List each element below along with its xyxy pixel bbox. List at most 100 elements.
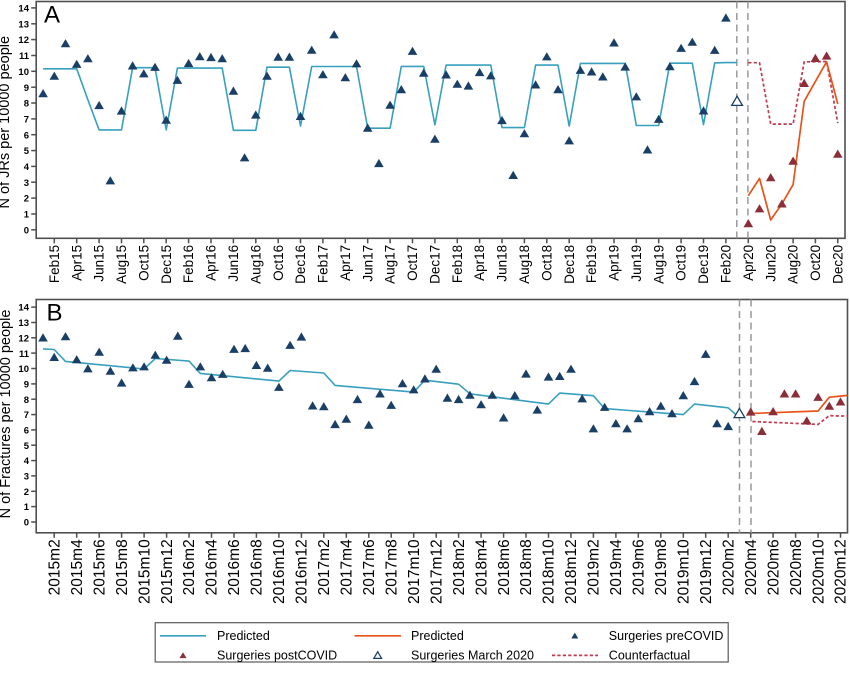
svg-text:Aug20: Aug20 (786, 245, 801, 284)
svg-text:Aug18: Aug18 (517, 245, 532, 284)
svg-text:Oct20: Oct20 (808, 245, 823, 281)
svg-text:Apr16: Apr16 (204, 245, 219, 281)
svg-text:2: 2 (24, 194, 29, 205)
svg-text:2018m6: 2018m6 (496, 539, 513, 595)
svg-text:8: 8 (24, 395, 29, 406)
svg-text:2017m12: 2017m12 (428, 539, 445, 604)
svg-text:2018m2: 2018m2 (451, 539, 468, 595)
svg-text:2: 2 (24, 487, 29, 498)
svg-text:Predicted: Predicted (411, 629, 464, 643)
svg-text:2019m10: 2019m10 (676, 539, 693, 604)
svg-text:1: 1 (24, 210, 30, 221)
svg-text:2017m6: 2017m6 (361, 539, 378, 595)
svg-text:Jun20: Jun20 (763, 245, 778, 282)
svg-text:A: A (44, 2, 60, 29)
svg-text:Oct19: Oct19 (674, 245, 689, 281)
svg-text:N of Fractures per 10000 peopl: N of Fractures per 10000 people (0, 310, 14, 519)
svg-text:Oct17: Oct17 (405, 245, 420, 281)
svg-text:Oct16: Oct16 (271, 245, 286, 281)
svg-text:Aug17: Aug17 (383, 245, 398, 284)
svg-text:Surgeries March 2020: Surgeries March 2020 (411, 649, 534, 663)
svg-text:Feb15: Feb15 (47, 245, 62, 283)
svg-text:Apr20: Apr20 (741, 245, 756, 281)
svg-text:2016m6: 2016m6 (226, 539, 243, 595)
svg-text:10: 10 (18, 364, 29, 375)
svg-text:Feb20: Feb20 (719, 245, 734, 283)
svg-text:2016m4: 2016m4 (204, 539, 221, 595)
svg-text:Aug16: Aug16 (248, 245, 263, 284)
svg-text:2019m12: 2019m12 (698, 539, 715, 604)
svg-text:2015m12: 2015m12 (159, 539, 176, 604)
svg-text:2015m8: 2015m8 (114, 539, 131, 595)
svg-text:Jun15: Jun15 (92, 245, 107, 282)
svg-text:2015m2: 2015m2 (46, 539, 63, 595)
svg-text:7: 7 (24, 410, 29, 421)
svg-text:9: 9 (24, 83, 29, 94)
svg-text:Dec16: Dec16 (293, 245, 308, 284)
svg-text:2015m6: 2015m6 (91, 539, 108, 595)
svg-text:2019m8: 2019m8 (653, 539, 670, 595)
svg-text:5: 5 (24, 441, 30, 452)
svg-text:12: 12 (18, 333, 29, 344)
svg-text:2020m6: 2020m6 (765, 539, 782, 595)
svg-text:3: 3 (24, 472, 29, 483)
svg-text:Jun18: Jun18 (495, 245, 510, 282)
svg-text:1: 1 (24, 502, 30, 513)
svg-text:14: 14 (18, 4, 29, 15)
svg-text:Oct15: Oct15 (136, 245, 151, 281)
svg-text:2015m4: 2015m4 (69, 539, 86, 595)
svg-text:2017m4: 2017m4 (339, 539, 356, 595)
svg-text:Counterfactual: Counterfactual (609, 649, 690, 663)
svg-text:11: 11 (19, 349, 30, 360)
svg-text:5: 5 (24, 146, 30, 157)
svg-text:2020m12: 2020m12 (833, 539, 850, 604)
svg-text:13: 13 (18, 318, 29, 329)
svg-text:Feb19: Feb19 (584, 245, 599, 283)
svg-text:Feb16: Feb16 (181, 245, 196, 283)
svg-text:2020m4: 2020m4 (743, 539, 760, 595)
svg-text:4: 4 (24, 162, 30, 173)
svg-text:Apr18: Apr18 (472, 245, 487, 281)
svg-text:12: 12 (18, 35, 29, 46)
svg-text:13: 13 (18, 19, 29, 30)
svg-text:Aug19: Aug19 (651, 245, 666, 284)
svg-text:0: 0 (24, 518, 29, 529)
svg-text:3: 3 (24, 178, 29, 189)
svg-text:Aug15: Aug15 (114, 245, 129, 284)
svg-text:2019m4: 2019m4 (608, 539, 625, 595)
svg-text:2016m8: 2016m8 (249, 539, 266, 595)
svg-text:2017m2: 2017m2 (316, 539, 333, 595)
svg-text:4: 4 (24, 456, 30, 467)
svg-text:2017m10: 2017m10 (406, 539, 423, 604)
svg-text:2018m8: 2018m8 (518, 539, 535, 595)
svg-text:B: B (47, 300, 63, 327)
svg-text:2019m2: 2019m2 (586, 539, 603, 595)
svg-text:2018m4: 2018m4 (473, 539, 490, 595)
svg-text:7: 7 (24, 115, 29, 126)
svg-text:10: 10 (18, 67, 29, 78)
svg-text:Predicted: Predicted (217, 629, 270, 643)
svg-text:Dec20: Dec20 (830, 245, 845, 284)
svg-text:2018m12: 2018m12 (563, 539, 580, 604)
svg-text:6: 6 (24, 426, 29, 437)
svg-text:8: 8 (24, 99, 29, 110)
svg-text:Apr19: Apr19 (607, 245, 622, 281)
svg-text:Apr17: Apr17 (338, 245, 353, 281)
svg-text:Surgeries preCOVID: Surgeries preCOVID (609, 629, 724, 643)
svg-text:2016m12: 2016m12 (294, 539, 311, 604)
svg-text:Apr15: Apr15 (69, 245, 84, 281)
svg-text:2020m2: 2020m2 (720, 539, 737, 595)
svg-text:2018m10: 2018m10 (541, 539, 558, 604)
svg-text:Jun19: Jun19 (629, 245, 644, 282)
svg-text:Jun16: Jun16 (226, 245, 241, 282)
svg-text:2015m10: 2015m10 (136, 539, 153, 604)
svg-text:2016m10: 2016m10 (271, 539, 288, 604)
svg-text:9: 9 (24, 380, 29, 391)
svg-text:N of JRs per 10000 people: N of JRs per 10000 people (0, 36, 13, 209)
svg-text:14: 14 (18, 303, 29, 314)
svg-text:Jun17: Jun17 (360, 245, 375, 282)
svg-text:Dec17: Dec17 (428, 245, 443, 284)
svg-text:0: 0 (24, 225, 29, 236)
svg-text:2019m6: 2019m6 (631, 539, 648, 595)
svg-text:2020m8: 2020m8 (788, 539, 805, 595)
